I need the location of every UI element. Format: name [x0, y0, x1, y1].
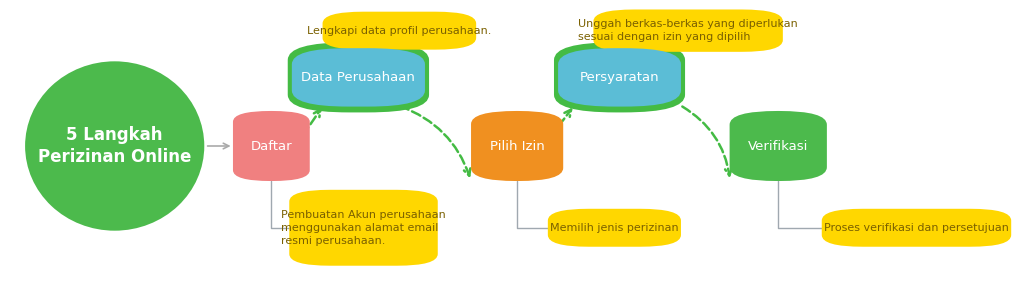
Text: Proses verifikasi dan persetujuan: Proses verifikasi dan persetujuan — [824, 223, 1009, 233]
Text: Lengkapi data profil perusahaan.: Lengkapi data profil perusahaan. — [307, 26, 492, 36]
FancyBboxPatch shape — [729, 111, 827, 181]
FancyBboxPatch shape — [554, 42, 685, 112]
FancyBboxPatch shape — [548, 209, 681, 247]
Text: Verifikasi: Verifikasi — [749, 140, 808, 152]
FancyBboxPatch shape — [821, 209, 1012, 247]
FancyBboxPatch shape — [233, 111, 309, 181]
Text: Memilih jenis perizinan: Memilih jenis perizinan — [550, 223, 679, 233]
Text: Pembuatan Akun perusahaan
menggunakan alamat email
resmi perusahaan.: Pembuatan Akun perusahaan menggunakan al… — [282, 210, 445, 246]
Ellipse shape — [26, 61, 205, 231]
Text: Unggah berkas-berkas yang diperlukan
sesuai dengan izin yang dipilih: Unggah berkas-berkas yang diperlukan ses… — [579, 19, 798, 42]
FancyBboxPatch shape — [594, 10, 782, 52]
FancyBboxPatch shape — [471, 111, 563, 181]
Text: Persyaratan: Persyaratan — [580, 71, 659, 84]
Text: Daftar: Daftar — [251, 140, 292, 152]
Text: 5 Langkah
Perizinan Online: 5 Langkah Perizinan Online — [38, 126, 191, 166]
FancyBboxPatch shape — [292, 48, 425, 107]
FancyBboxPatch shape — [289, 190, 438, 266]
Text: Data Perusahaan: Data Perusahaan — [301, 71, 416, 84]
FancyBboxPatch shape — [558, 48, 681, 107]
Text: Pilih Izin: Pilih Izin — [489, 140, 545, 152]
FancyBboxPatch shape — [323, 12, 476, 50]
FancyBboxPatch shape — [288, 42, 429, 112]
